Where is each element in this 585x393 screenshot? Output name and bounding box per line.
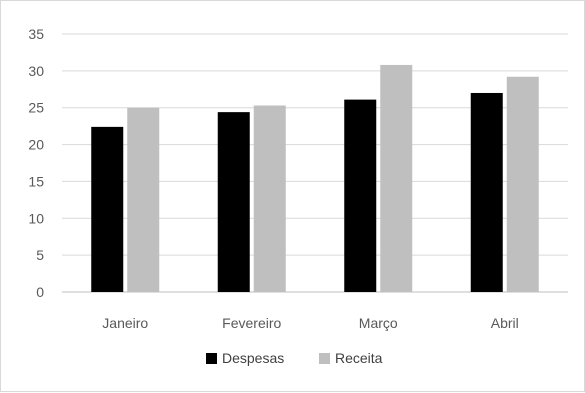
bar-receita-1 [253,105,286,292]
bar-receita-3 [506,76,539,292]
y-tick-label: 0 [36,284,44,300]
bar-despesas-3 [470,92,503,292]
bar-despesas-0 [91,126,124,292]
legend: Despesas Receita [206,350,383,366]
bars [91,64,539,293]
legend-label-despesas: Despesas [222,350,284,366]
y-tick-label: 30 [28,63,44,79]
y-tick-label: 5 [36,247,44,263]
bar-receita-0 [127,107,160,292]
bar-receita-2 [380,64,413,293]
legend-swatch-receita [319,353,330,364]
y-tick-label: 25 [28,100,44,116]
legend-swatch-despesas [206,353,217,364]
y-tick-label: 35 [28,26,44,42]
x-tick-label: Janeiro [102,315,148,331]
y-tick-label: 20 [28,137,44,153]
x-axis: Janeiro Fevereiro Março Abril [102,315,518,331]
x-tick-label: Fevereiro [222,315,281,331]
y-tick-label: 10 [28,210,44,226]
bar-despesas-1 [217,112,250,292]
x-tick-label: Abril [491,315,519,331]
y-axis: 0 5 10 15 20 25 30 35 [28,26,44,300]
legend-label-receita: Receita [335,350,383,366]
x-tick-label: Março [359,315,398,331]
y-tick-label: 15 [28,173,44,189]
bar-despesas-2 [344,99,377,292]
